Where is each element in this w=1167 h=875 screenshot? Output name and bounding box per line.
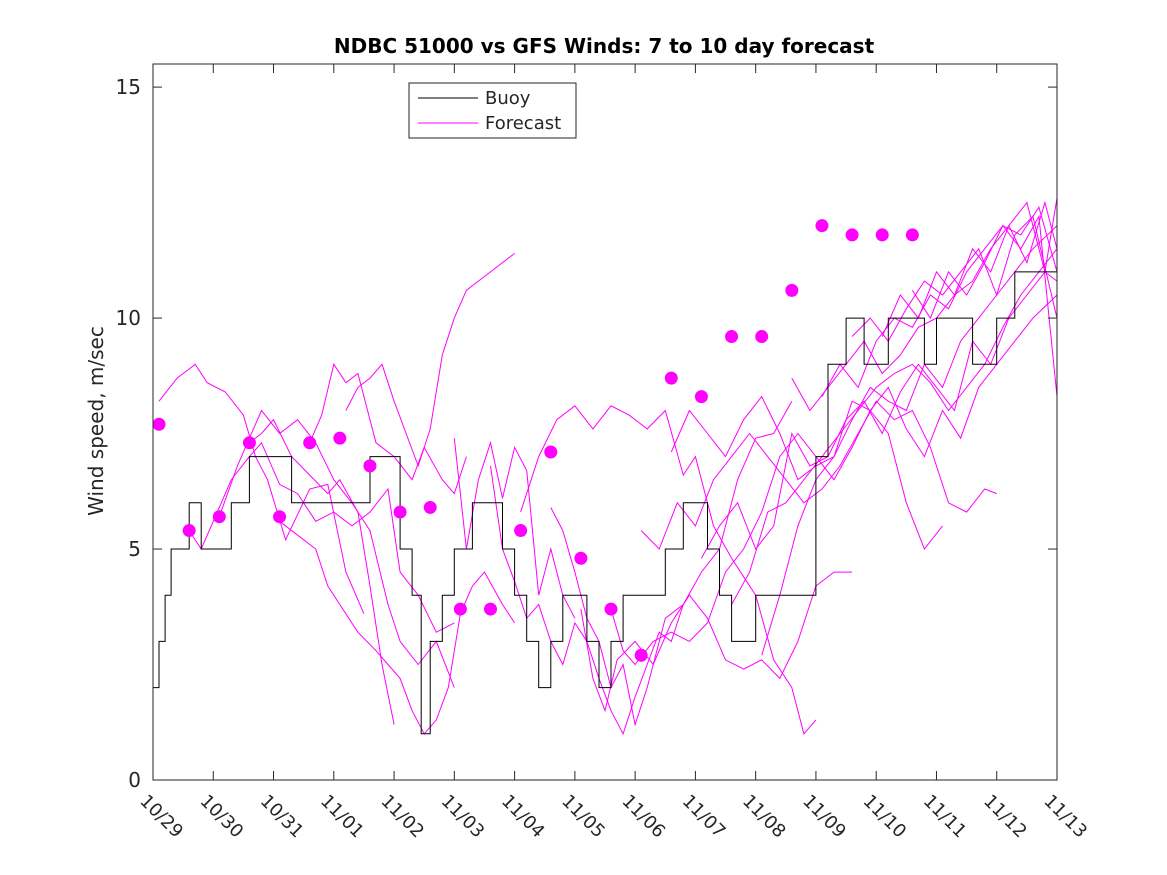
y-axis-label: Wind speed, m/sec (84, 326, 108, 516)
forecast-run-line-9 (520, 405, 817, 735)
forecast-run-line-6 (345, 253, 515, 468)
y-tick-label-3: 15 (116, 75, 141, 99)
forecast-marker-23 (845, 228, 859, 242)
y-tick-label-0: 0 (128, 768, 141, 792)
forecast-run-line-18 (791, 197, 1057, 412)
forecast-run-line-17 (761, 225, 1057, 656)
forecast-marker-0 (153, 417, 166, 431)
forecast-marker-24 (875, 228, 889, 242)
y-axis: 0 5 10 15 (116, 75, 1057, 792)
forecast-run-line-15 (700, 271, 1057, 559)
forecast-marker-18 (694, 390, 708, 404)
forecast-marker-16 (634, 648, 648, 662)
forecast-marker-14 (574, 551, 588, 565)
forecast-run-line-5 (309, 363, 467, 495)
forecast-marker-17 (664, 371, 678, 385)
y-tick-label-1: 5 (128, 537, 141, 561)
forecast-marker-21 (785, 283, 799, 297)
legend-label-buoy: Buoy (485, 88, 531, 109)
forecast-run-line-1 (188, 441, 455, 633)
forecast-marker-10 (453, 602, 467, 616)
forecast-marker-3 (242, 436, 256, 450)
chart-title: NDBC 51000 vs GFS Winds: 7 to 10 day for… (334, 34, 875, 58)
series-layer (153, 197, 1057, 736)
forecast-marker-19 (725, 330, 739, 344)
forecast-run-line-2 (218, 409, 455, 688)
forecast-marker-7 (363, 459, 377, 473)
forecast-marker-22 (815, 219, 829, 233)
forecast-run-line-20 (851, 215, 1057, 343)
forecast-run-line-11 (580, 571, 853, 713)
forecast-run-line-10 (550, 400, 793, 727)
forecast-marker-20 (755, 330, 769, 344)
forecast-run-line-4 (279, 520, 516, 735)
forecast-marker-15 (604, 602, 618, 616)
forecast-marker-8 (393, 505, 407, 519)
legend[interactable]: Buoy Forecast (408, 82, 577, 139)
forecast-run-line-12 (610, 409, 943, 666)
forecast-run-line-13 (640, 400, 997, 550)
forecast-marker-12 (514, 524, 528, 538)
forecast-marker-9 (423, 500, 437, 514)
forecast-marker-6 (333, 431, 347, 445)
legend-box (408, 82, 577, 139)
buoy-series-line (153, 271, 1057, 735)
forecast-run-line-22 (911, 214, 1057, 397)
forecast-marker-25 (905, 228, 919, 242)
forecast-run-line-21 (881, 200, 1057, 337)
forecast-marker-5 (303, 436, 317, 450)
forecast-marker-13 (544, 445, 558, 459)
plot-area-frame (152, 63, 1058, 781)
forecast-marker-4 (273, 510, 287, 524)
y-tick-label-2: 10 (116, 306, 141, 330)
forecast-marker-2 (212, 510, 226, 524)
forecast-run-line-3 (249, 418, 395, 725)
forecast-run-line-16 (731, 248, 1057, 605)
legend-label-forecast: Forecast (485, 113, 561, 134)
forecast-marker-1 (182, 524, 196, 538)
forecast-run-line-19 (821, 206, 1057, 397)
forecast-marker-11 (483, 602, 497, 616)
